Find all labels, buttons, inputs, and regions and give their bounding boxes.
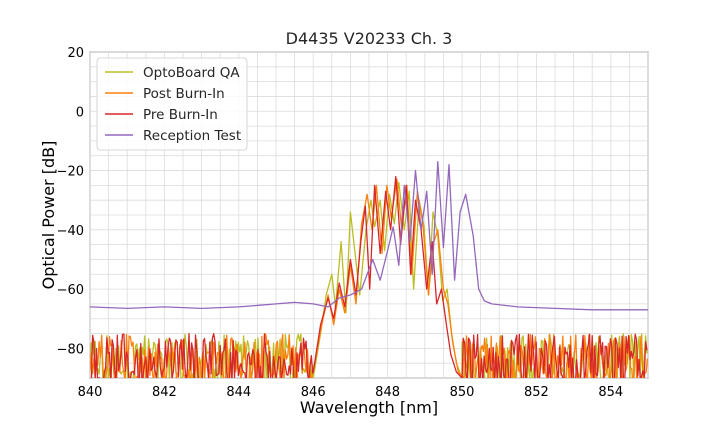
x-tick-label: 844	[226, 385, 251, 400]
series-line-3	[90, 161, 648, 311]
x-axis-label: Wavelength [nm]	[300, 398, 438, 417]
series-group	[90, 161, 648, 378]
x-tick-label: 850	[450, 385, 475, 400]
x-tick-label: 852	[524, 385, 549, 400]
y-tick-label: 20	[67, 46, 84, 61]
legend-label: Pre Burn-In	[143, 107, 218, 123]
series-line-2	[90, 175, 648, 378]
legend-label: OptoBoard QA	[143, 65, 240, 81]
y-axis-label: Optical Power [dB]	[39, 141, 58, 290]
y-tick-label: −60	[57, 283, 84, 298]
y-tick-label: −40	[57, 224, 84, 239]
x-tick-label: 840	[78, 385, 103, 400]
chart-title: D4435 V20233 Ch. 3	[286, 29, 453, 48]
x-tick-labels: 840 842 844 846 848 850 852 854	[78, 385, 624, 400]
legend-label: Post Burn-In	[143, 86, 225, 102]
x-tick-label: 854	[598, 385, 623, 400]
legend: OptoBoard QA Post Burn-In Pre Burn-In Recep…	[96, 57, 248, 151]
x-tick-label: 842	[152, 385, 177, 400]
legend-box	[96, 57, 248, 151]
y-tick-label: −20	[57, 165, 84, 180]
legend-label: Reception Test	[143, 128, 241, 144]
x-tick-label: 848	[375, 385, 400, 400]
y-tick-label: 0	[76, 105, 84, 120]
x-tick-label: 846	[301, 385, 326, 400]
y-tick-label: −80	[57, 342, 84, 357]
y-tick-labels: −80 −60 −40 −20 0 20	[57, 46, 84, 357]
